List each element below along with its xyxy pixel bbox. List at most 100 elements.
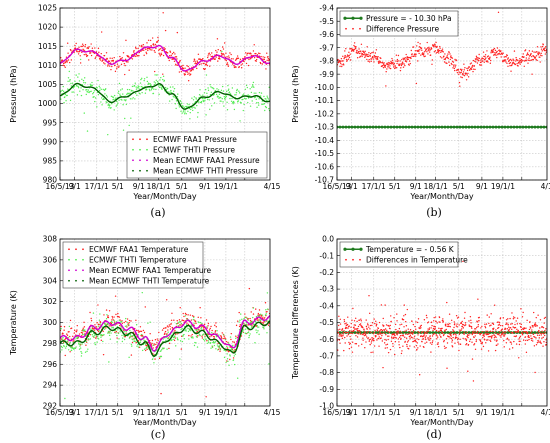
data-point — [183, 333, 185, 336]
data-point — [519, 63, 521, 65]
data-point — [491, 335, 493, 338]
data-point — [161, 347, 164, 349]
legend-item: Difference Pressure — [345, 24, 439, 33]
data-point — [257, 312, 260, 315]
data-point — [140, 330, 143, 333]
data-point — [87, 89, 90, 91]
data-point — [362, 337, 364, 339]
data-point — [175, 345, 177, 347]
data-point — [358, 52, 361, 55]
data-point — [432, 329, 434, 332]
data-point — [441, 48, 444, 50]
data-point — [137, 87, 140, 89]
data-point — [401, 350, 403, 352]
data-point — [519, 322, 521, 325]
data-point — [143, 348, 146, 350]
x-tick-label: 5/1 — [176, 408, 188, 417]
data-point — [384, 64, 387, 67]
data-point — [496, 50, 498, 53]
data-point — [453, 330, 455, 332]
data-point — [131, 341, 134, 344]
data-point — [198, 94, 201, 96]
data-point — [378, 345, 380, 347]
legend-item: Mean ECMWF FAA1 Pressure — [132, 156, 260, 165]
data-point — [121, 320, 123, 322]
data-point — [236, 88, 238, 91]
data-point — [525, 327, 527, 329]
data-point — [176, 95, 179, 98]
data-point — [432, 44, 435, 46]
data-point — [385, 324, 388, 326]
legend-marker — [75, 248, 77, 251]
constant-marker — [536, 125, 540, 129]
data-point — [531, 73, 533, 75]
data-point — [466, 334, 469, 336]
data-point — [481, 325, 483, 327]
data-point — [436, 45, 438, 48]
data-point — [139, 326, 142, 328]
data-point — [177, 93, 179, 95]
data-point — [224, 339, 226, 341]
data-point — [83, 326, 86, 328]
data-point — [247, 64, 250, 67]
data-point — [383, 325, 385, 327]
data-point — [363, 332, 366, 335]
data-point — [73, 332, 75, 334]
data-point — [192, 69, 194, 71]
data-point — [211, 345, 213, 347]
data-point — [476, 321, 479, 323]
data-point — [497, 326, 500, 329]
data-point — [505, 342, 508, 344]
data-point — [540, 48, 543, 50]
data-point — [544, 46, 547, 48]
data-point — [147, 49, 149, 52]
data-point — [98, 329, 100, 332]
constant-marker — [482, 125, 486, 129]
data-point — [394, 341, 397, 343]
data-point — [405, 61, 408, 63]
data-point — [405, 337, 408, 339]
data-point — [128, 56, 130, 58]
data-point — [249, 105, 252, 107]
data-point — [170, 91, 173, 94]
legend-marker — [82, 258, 84, 261]
data-point — [194, 341, 196, 344]
data-point — [195, 98, 198, 100]
data-point — [367, 60, 369, 62]
data-point — [389, 331, 391, 333]
data-point — [366, 332, 369, 334]
data-point — [157, 36, 159, 39]
data-point — [379, 331, 381, 334]
data-point — [252, 81, 255, 84]
data-point — [232, 103, 234, 105]
data-point — [144, 349, 147, 352]
data-point — [348, 51, 350, 53]
data-point — [436, 338, 438, 340]
data-point — [227, 64, 229, 66]
data-point — [187, 73, 189, 76]
data-point — [369, 338, 372, 340]
data-point — [409, 338, 411, 340]
data-point — [510, 341, 512, 344]
data-point — [245, 62, 248, 65]
data-point — [192, 318, 195, 321]
data-point — [396, 334, 398, 336]
data-point — [477, 58, 479, 61]
data-point — [114, 331, 116, 334]
data-point — [408, 348, 410, 350]
data-point — [215, 348, 217, 350]
data-point — [190, 335, 192, 337]
y-tick-label: -10.1 — [315, 96, 335, 105]
data-point — [174, 53, 176, 55]
constant-marker — [386, 125, 390, 129]
data-point — [264, 321, 266, 323]
data-point — [223, 42, 226, 44]
data-point — [489, 56, 491, 58]
data-point — [424, 342, 426, 344]
constant-marker — [443, 331, 447, 334]
legend-marker — [359, 258, 361, 261]
data-point — [488, 57, 491, 59]
constant-marker — [443, 125, 447, 129]
constant-marker — [425, 125, 429, 129]
